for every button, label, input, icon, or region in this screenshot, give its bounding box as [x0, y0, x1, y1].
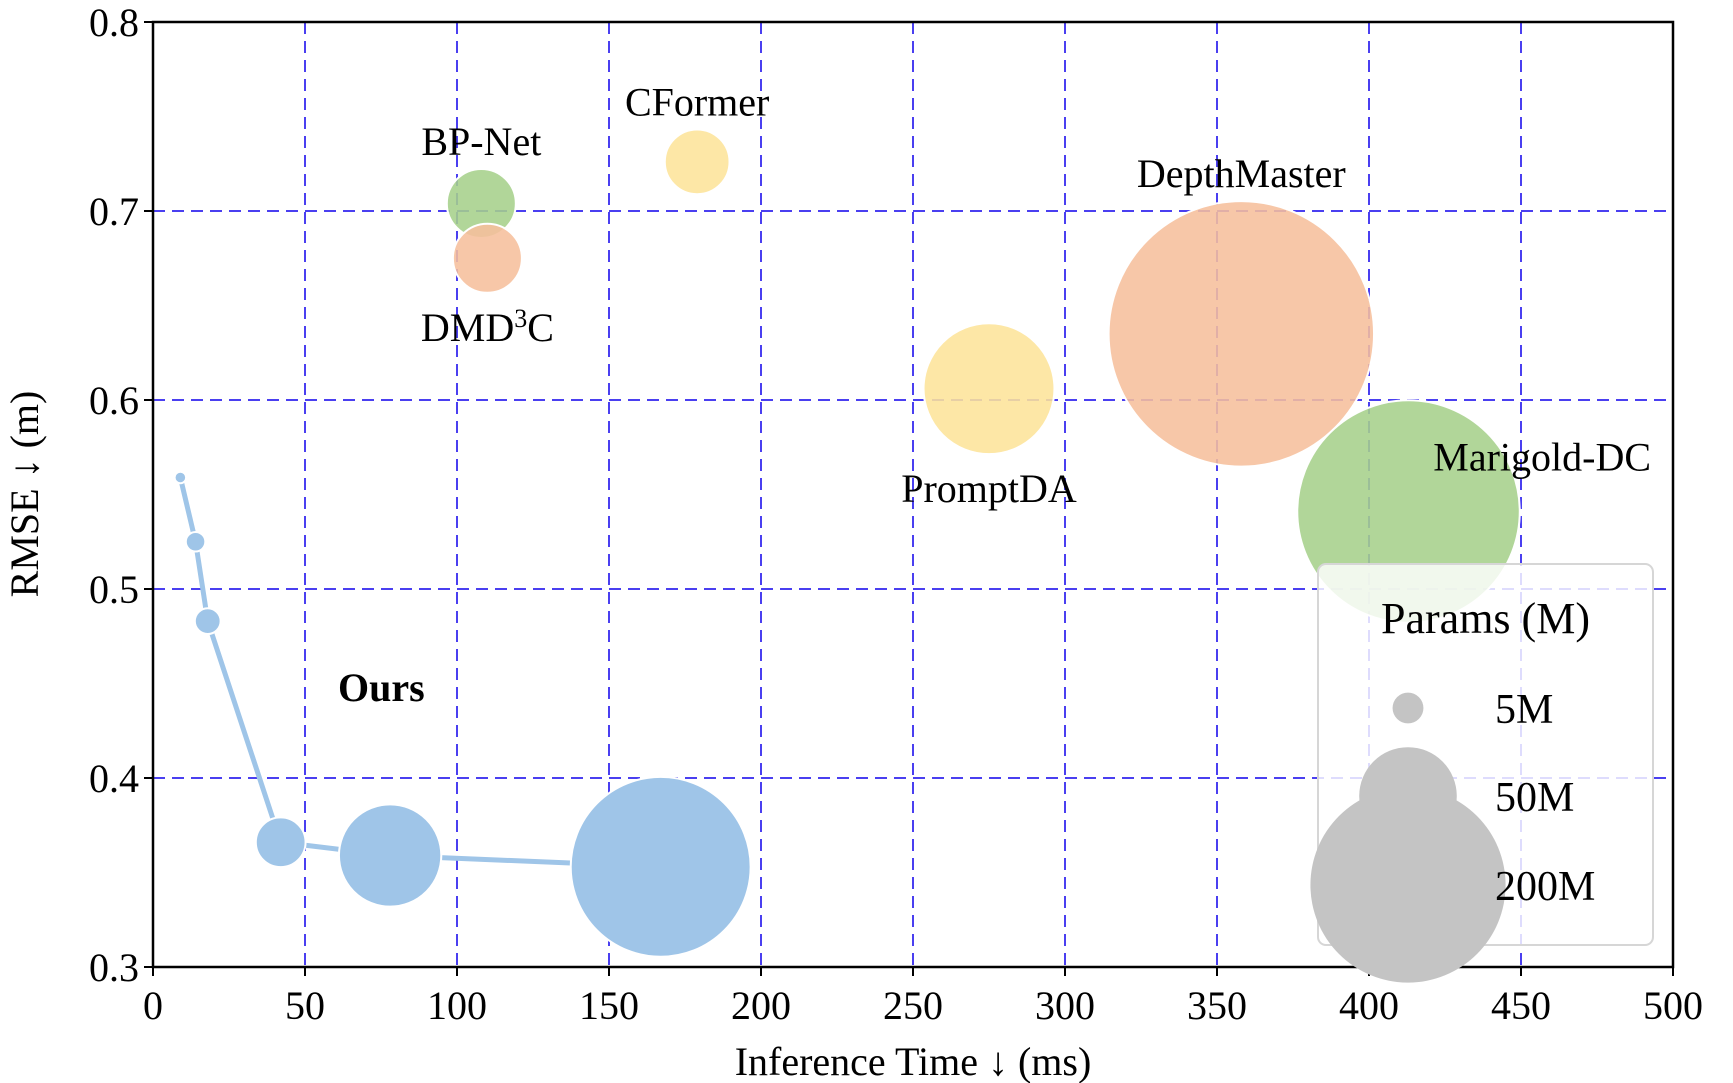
legend-marker — [1310, 787, 1506, 983]
ours-point — [193, 607, 222, 636]
legend-label: 5M — [1495, 687, 1553, 733]
ours-label: Ours — [338, 665, 425, 710]
y-tick-label: 0.8 — [89, 0, 139, 45]
ours-series — [173, 470, 752, 958]
x-tick-label: 450 — [1491, 983, 1551, 1028]
x-tick-label: 200 — [731, 983, 791, 1028]
ours-point — [254, 816, 307, 869]
y-tick-label: 0.5 — [89, 567, 139, 612]
ours-point — [337, 803, 443, 908]
ours-point — [184, 530, 207, 553]
legend-label: 200M — [1495, 864, 1595, 910]
point-label: Marigold-DC — [1433, 434, 1651, 479]
ours-point — [173, 470, 188, 485]
legend-marker — [1392, 692, 1424, 724]
legend-label: 50M — [1495, 775, 1574, 821]
ours-point — [569, 775, 752, 958]
point-label: BP-Net — [421, 119, 541, 164]
bubble-depthmaster — [1107, 200, 1376, 468]
point-labels: BP-Net CFormer DMD3C PromptDA DepthMaster Mar… — [338, 79, 1651, 710]
axis-ticks: 0 50 100 150 200 250 300 350 400 450 500 0.3 0.4 0.5 0… — [89, 0, 1703, 1028]
x-tick-label: 250 — [883, 983, 943, 1028]
bubble-promptda — [922, 322, 1056, 456]
x-tick-label: 150 — [579, 983, 639, 1028]
x-tick-label: 100 — [427, 983, 487, 1028]
x-axis-label: Inference Time ↓ (ms) — [735, 1039, 1092, 1083]
grid-lines — [153, 22, 1673, 967]
point-label: PromptDA — [901, 466, 1077, 511]
x-tick-label: 500 — [1643, 983, 1703, 1028]
y-tick-label: 0.3 — [89, 945, 139, 990]
x-tick-label: 400 — [1339, 983, 1399, 1028]
y-tick-label: 0.7 — [89, 189, 139, 234]
bubble-cformer — [663, 128, 731, 196]
x-tick-label: 50 — [285, 983, 325, 1028]
point-label: DepthMaster — [1137, 151, 1346, 196]
x-tick-label: 0 — [143, 983, 163, 1028]
y-axis-label: RMSE ↓ (m) — [2, 391, 47, 598]
point-label: CFormer — [625, 79, 769, 124]
size-legend: Params (M) 5M 50M 200M — [1310, 563, 1654, 983]
y-tick-label: 0.4 — [89, 756, 139, 801]
bubble-dmd — [451, 222, 523, 294]
point-label: DMD3C — [421, 304, 554, 350]
y-tick-label: 0.6 — [89, 378, 139, 423]
x-tick-label: 300 — [1035, 983, 1095, 1028]
legend-title: Params (M) — [1381, 594, 1590, 643]
x-tick-label: 350 — [1187, 983, 1247, 1028]
